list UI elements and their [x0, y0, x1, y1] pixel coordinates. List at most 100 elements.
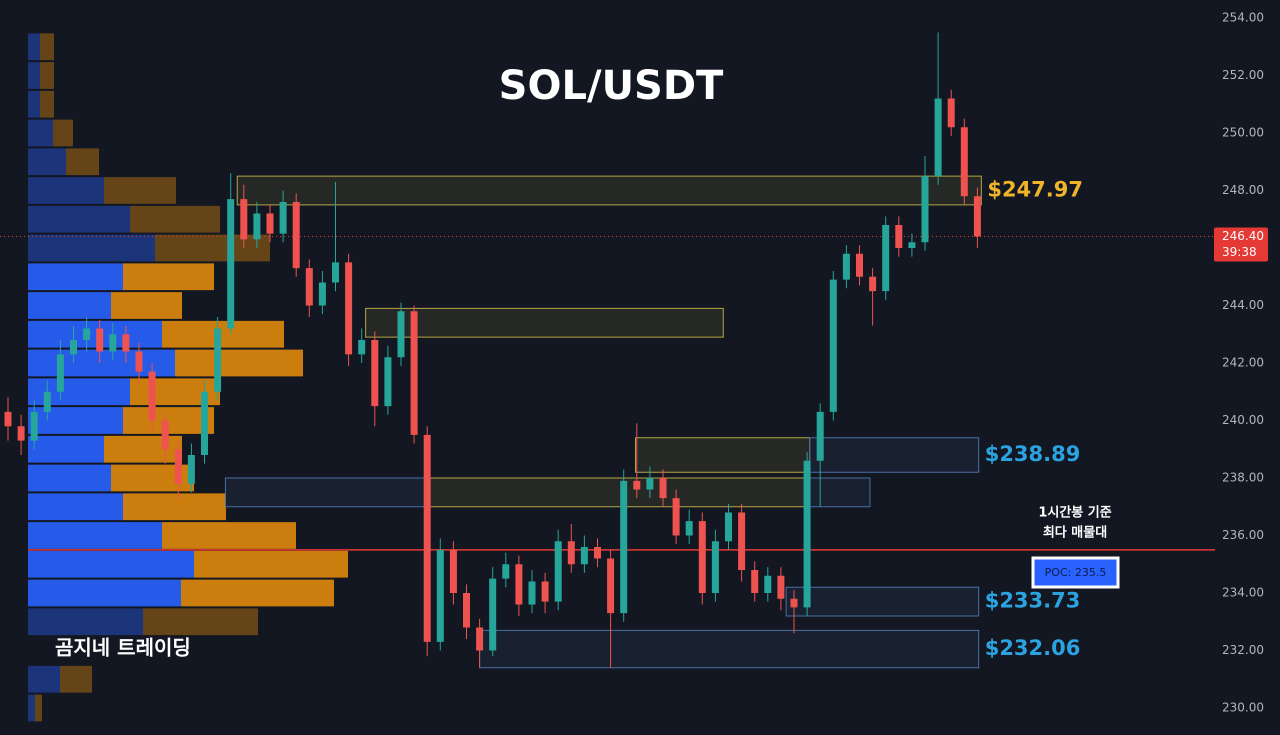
y-tick-label: 242.00: [1222, 356, 1264, 370]
zone-label: $232.06: [985, 636, 1081, 660]
candle-body: [594, 547, 601, 559]
profile-buy-bar: [28, 33, 40, 61]
candle-body: [266, 213, 274, 234]
candle-body: [135, 351, 143, 372]
profile-buy-bar: [28, 234, 155, 262]
candle-body: [345, 262, 353, 355]
candle-body: [358, 340, 366, 355]
profile-buy-bar: [28, 119, 53, 147]
profile-buy-bar: [28, 205, 130, 233]
annotation-line: 최다 매물대: [1043, 525, 1107, 541]
candle-body: [580, 547, 588, 565]
candle-body: [305, 268, 313, 306]
candle-body: [30, 411, 38, 441]
candle-body: [43, 391, 51, 412]
candle-body: [908, 242, 916, 248]
profile-buy-bar: [28, 464, 111, 492]
zone: [236, 175, 982, 206]
profile-sell-bar: [162, 522, 296, 549]
candle-body: [698, 521, 706, 593]
candle-body: [764, 575, 772, 593]
candle-body: [384, 357, 392, 407]
candle-body: [829, 279, 837, 412]
profile-buy-bar: [28, 320, 162, 348]
profile-sell-bar: [60, 665, 92, 693]
profile-sell-bar: [53, 119, 73, 147]
candle-body: [292, 202, 300, 269]
profile-sell-bar: [104, 435, 182, 463]
candle-body: [620, 480, 628, 614]
candle-body: [502, 564, 510, 579]
candle-body: [672, 498, 680, 536]
profile-buy-bar: [28, 493, 123, 521]
y-tick-label: 232.00: [1222, 643, 1264, 657]
zone-label: $247.97: [987, 178, 1083, 202]
zone: [809, 437, 980, 473]
profile-sell-bar: [111, 292, 182, 319]
candle-body: [279, 202, 287, 234]
candle-body: [161, 420, 169, 450]
profile-sell-bar: [66, 148, 99, 176]
profile-buy-bar: [28, 378, 130, 406]
profile-buy-bar: [28, 694, 35, 722]
candle-body: [318, 282, 326, 306]
candle-body: [528, 581, 536, 605]
zone: [224, 477, 426, 508]
candle-body: [567, 541, 575, 565]
y-tick-label: 236.00: [1222, 528, 1264, 542]
candle-body: [685, 521, 693, 536]
candle-body: [449, 549, 457, 593]
profile-buy-bar: [28, 90, 40, 118]
profile-buy-bar: [28, 579, 181, 607]
candle-body: [423, 434, 431, 642]
candle-body: [515, 564, 523, 605]
y-tick-label: 234.00: [1222, 586, 1264, 600]
candle-body: [777, 575, 785, 599]
candle-body: [227, 199, 235, 329]
candle-body: [4, 411, 12, 427]
profile-buy-bar: [28, 407, 123, 434]
y-tick-label: 240.00: [1222, 413, 1264, 427]
candle-body: [17, 426, 25, 441]
candle-body: [659, 478, 667, 499]
candle-body: [803, 460, 811, 608]
candle-body: [463, 593, 470, 628]
profile-sell-bar: [155, 234, 270, 262]
zone: [634, 437, 811, 473]
y-tick-label: 252.00: [1222, 68, 1264, 82]
zone: [479, 629, 980, 669]
candle-body: [397, 311, 405, 358]
profile-buy-bar: [28, 292, 111, 319]
profile-sell-bar: [35, 694, 42, 722]
candle-body: [816, 411, 824, 461]
y-tick-label: 254.00: [1222, 11, 1264, 25]
profile-sell-bar: [162, 320, 284, 348]
candle-body: [947, 98, 955, 128]
y-tick-label: 248.00: [1222, 183, 1264, 197]
candle-body: [174, 449, 182, 484]
profile-buy-bar: [28, 263, 123, 291]
candle-body: [541, 581, 549, 602]
candle-body: [476, 627, 484, 651]
candle-body: [973, 196, 981, 237]
candle-body: [869, 276, 877, 292]
last-price-label: 246.40: [1222, 229, 1264, 243]
candle-body: [856, 253, 863, 277]
zone: [365, 307, 724, 338]
profile-sell-bar: [194, 550, 348, 578]
candle-body: [882, 225, 890, 292]
profile-sell-bar: [123, 493, 226, 521]
candle-body: [790, 598, 798, 608]
candle-body: [70, 340, 77, 355]
candle-body: [934, 98, 942, 177]
last-price-box: [1214, 227, 1268, 262]
profile-sell-bar: [130, 205, 220, 233]
candle-body: [633, 480, 641, 490]
y-tick-label: 250.00: [1222, 126, 1264, 140]
profile-buy-bar: [28, 435, 104, 463]
candle-body: [436, 549, 444, 642]
profile-buy-bar: [28, 62, 40, 89]
candle-body: [253, 213, 261, 240]
profile-sell-bar: [181, 579, 334, 607]
